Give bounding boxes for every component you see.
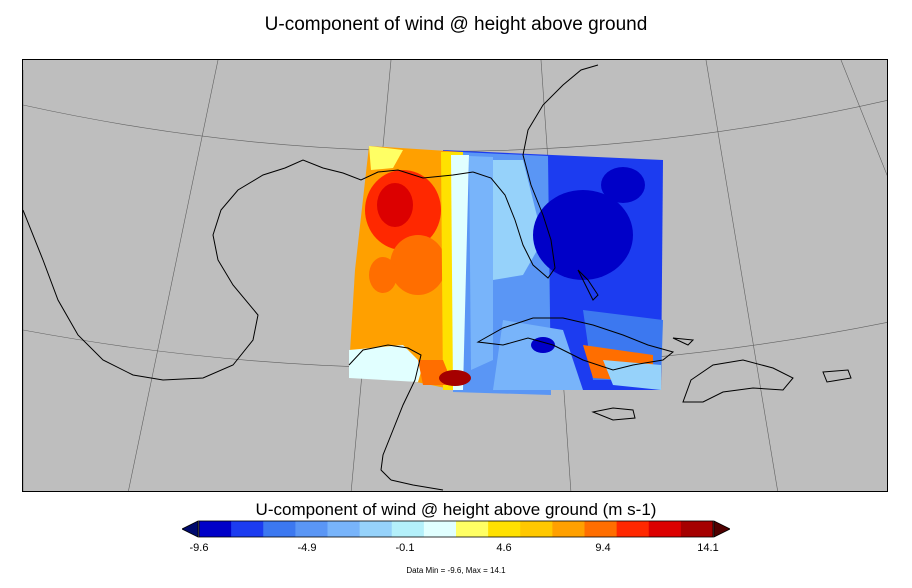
map-canvas <box>23 60 887 491</box>
colorbar-tick: -0.1 <box>395 542 415 554</box>
colorbar-tick: 14.1 <box>697 542 719 554</box>
coastline-puerto-rico <box>822 369 852 383</box>
colorbar-cell <box>648 521 682 537</box>
graticule-parallel <box>23 100 887 152</box>
colorbar-cell <box>359 521 393 537</box>
colorbar-cell <box>488 521 521 537</box>
colorbar-cell <box>263 521 296 537</box>
colorbar-cell <box>423 521 457 537</box>
colorbar-tick: 9.4 <box>595 542 611 554</box>
colorbar-title: U-component of wind @ height above groun… <box>255 500 657 519</box>
coastline-cuba <box>476 317 675 371</box>
colorbar-svg <box>181 520 731 538</box>
colorbar-cell <box>391 521 425 537</box>
coastline-jamaica <box>591 407 636 421</box>
colorbar-ticks: -9.6 -4.9 -0.1 4.6 9.4 14.1 <box>0 542 912 558</box>
colorbar-cell <box>680 521 714 537</box>
colorbar-cell <box>231 521 264 537</box>
wind-field <box>349 146 663 395</box>
map-panel[interactable] <box>22 59 888 492</box>
field-min <box>533 190 633 280</box>
colorbar-cell <box>616 521 650 537</box>
coastline-mexico-gulf <box>23 159 474 381</box>
colorbar-tick: -9.6 <box>189 542 209 554</box>
colorbar-cell <box>520 521 553 537</box>
coastline-central-america <box>390 479 444 491</box>
chart-title: U-component of wind @ height above groun… <box>264 14 648 35</box>
colorbar-tick: 4.6 <box>496 542 512 554</box>
colorbar-border <box>198 520 714 538</box>
graticule-meridian <box>128 60 219 491</box>
colorbar-cell <box>327 521 361 537</box>
colorbar-cell <box>456 521 489 537</box>
colorbar-cell <box>552 521 585 537</box>
graticule-meridian <box>840 60 887 176</box>
coastline-hispaniola <box>682 359 794 403</box>
coastline-bahamas <box>577 269 599 301</box>
coastlines <box>23 64 852 491</box>
colorbar-under-arrow <box>181 520 199 538</box>
graticule-meridian <box>705 60 778 491</box>
coastline-yucatan <box>348 344 422 481</box>
colorbar-cell <box>199 521 232 537</box>
coastline-florida <box>472 64 599 279</box>
colorbar <box>181 520 731 542</box>
colorbar-tick: -4.9 <box>297 542 317 554</box>
colorbar-over-arrow <box>713 520 731 538</box>
colorbar-cell <box>584 521 618 537</box>
data-stats: Data Min = -9.6, Max = 14.1 <box>406 566 506 575</box>
colorbar-cell <box>295 521 328 537</box>
